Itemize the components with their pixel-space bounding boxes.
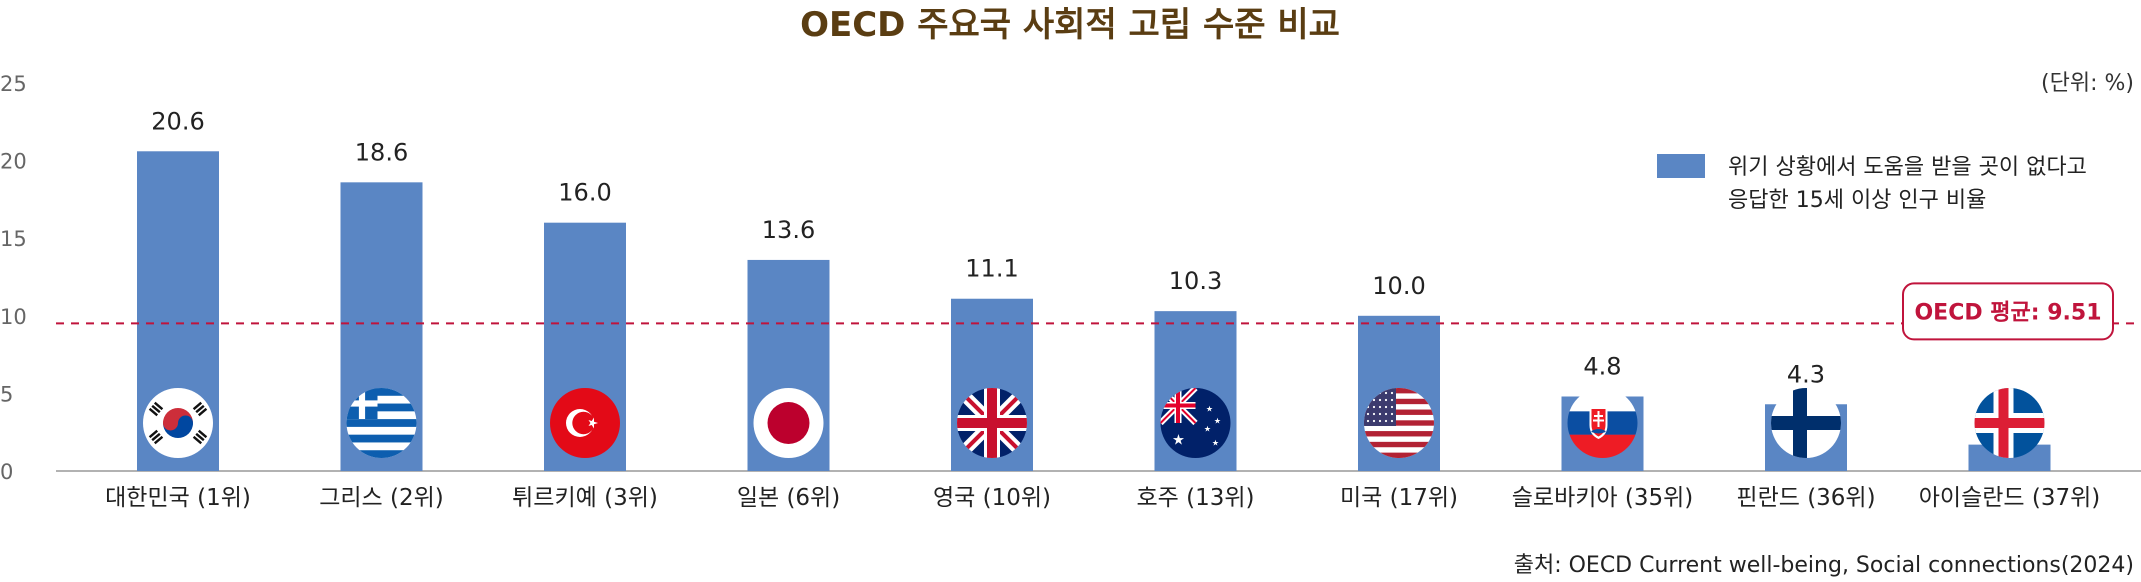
average-label: OECD 평균: 9.51 [1914,300,2101,325]
category-label: 호주 (13위) [1136,485,1254,511]
legend-label-line-2: 응답한 15세 이상 인구 비율 [1728,188,1986,213]
y-tick-label: 20 [0,150,27,174]
data-label: 4.3 [1787,360,1825,388]
category-label: 영국 (10위) [933,485,1051,511]
category-label: 슬로바키아 (35위) [1512,485,1693,511]
y-tick-label: 15 [0,227,27,251]
y-tick-label: 10 [0,305,27,329]
finland-flag [1771,388,1841,458]
average-badge [1902,282,2114,341]
japan-flag [753,388,824,458]
slovakia-flag [1567,388,1638,458]
category-label: 그리스 (2위) [319,485,444,511]
data-label: 16.0 [558,179,611,207]
legend-swatch [1657,154,1705,178]
y-tick-label: 5 [0,382,13,406]
data-label: 10.3 [1169,267,1222,295]
data-label: 13.6 [762,216,815,244]
y-tick-label: 0 [0,460,13,484]
australia-flag: ★★★★★ [1160,388,1231,458]
svg-text:★: ★ [1172,433,1185,449]
average-line-group: OECD 평균: 9.51 [56,282,2141,341]
unit-note: (단위: %) [2041,71,2134,96]
data-label: 18.6 [355,138,408,166]
usa-flag [1364,388,1434,458]
category-label: 아이슬란드 (37위) [1919,485,2100,511]
turkey-flag [550,388,620,458]
legend: 위기 상황에서 도움을 받을 곳이 없다고 응답한 15세 이상 인구 비율 [1657,154,2087,213]
category-label: 핀란드 (36위) [1736,485,1875,511]
svg-text:★: ★ [1212,439,1219,448]
category-label: 대한민국 (1위) [105,485,251,511]
data-label: 11.1 [965,255,1018,283]
data-label: 20.6 [151,107,204,135]
legend-label-line-1: 위기 상황에서 도움을 받을 곳이 없다고 [1728,155,2087,180]
chart-title: OECD 주요국 사회적 고립 수준 비교 [800,5,1340,45]
bars: 20.6 대한민국 (1위) 18.6 그리스 (2위) 16.0 튀르키예 (3위) 13… [105,107,2100,511]
uk-flag [957,388,1027,458]
y-axis: 0 5 10 15 20 25 [0,72,27,484]
svg-text:★: ★ [1214,417,1221,426]
svg-text:★: ★ [1206,405,1213,414]
svg-text:★: ★ [1204,425,1211,434]
greece-flag [346,388,417,458]
south-korea-flag [143,388,213,458]
y-tick-label: 25 [0,72,27,96]
category-label: 일본 (6위) [737,485,840,511]
data-label: 10.0 [1372,272,1425,300]
source-note: 출처: OECD Current well-being, Social conn… [1514,553,2134,578]
iceland-flag [1974,388,2045,458]
data-label: 4.8 [1583,353,1621,381]
category-label: 미국 (17위) [1340,485,1458,511]
category-label: 튀르키예 (3위) [512,485,658,511]
